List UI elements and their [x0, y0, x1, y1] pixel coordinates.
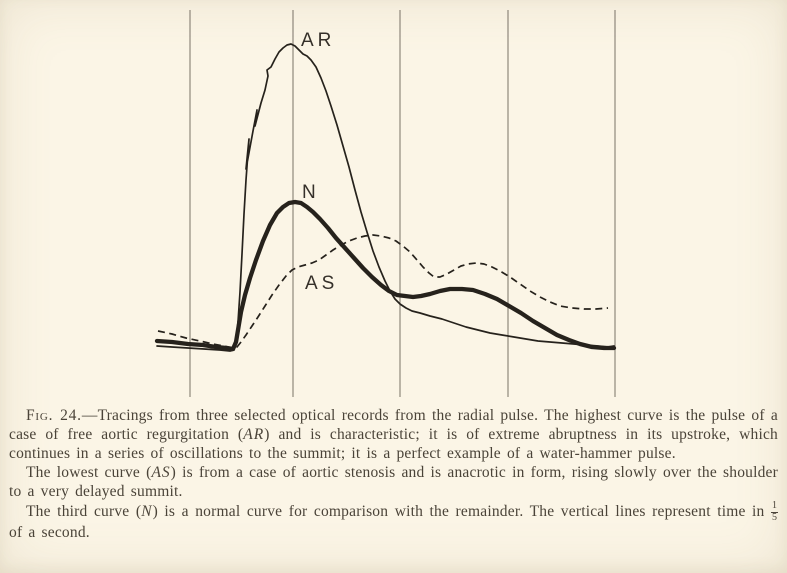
fraction-numerator: 1 [771, 500, 778, 513]
figure-number-label: Fig. 24. [26, 407, 82, 424]
caption-paragraph-2: The lowest curve (AS) is from a case of … [9, 463, 778, 501]
caption-dash: — [81, 407, 98, 424]
figure-caption: Fig. 24.—Tracings from three selected op… [9, 406, 778, 542]
caption-text: The third curve ( [26, 503, 142, 520]
pulse-tracing-chart: AR N AS [154, 10, 617, 397]
caption-text: ) is a normal curve for comparison with … [152, 503, 771, 520]
curve-label-as: AS [305, 273, 338, 294]
curve-label-ar: AR [301, 30, 335, 51]
curve-abbrev-ar: AR [243, 426, 265, 443]
caption-text: Tracings from three selected optical rec… [9, 407, 778, 443]
caption-paragraph-3: The third curve (N) is a normal curve fo… [9, 501, 778, 542]
caption-text: ) is from a case of aortic stenosis and … [9, 464, 779, 500]
figure-24-tracings: AR N AS [154, 10, 617, 397]
curve-as [157, 234, 609, 349]
curve-abbrev-n: N [141, 503, 153, 520]
fraction-denominator: 5 [772, 512, 777, 523]
curve-ar [156, 43, 615, 352]
curve-n [154, 199, 617, 352]
curve-label-n: N [302, 182, 320, 203]
caption-text: of a second. [9, 524, 90, 541]
caption-paragraph-1: Fig. 24.—Tracings from three selected op… [9, 406, 778, 463]
curve-abbrev-as: AS [151, 464, 171, 481]
caption-text: The lowest curve ( [26, 464, 152, 481]
caption-text: ) and is characteristic; it is of extrem… [9, 426, 778, 462]
